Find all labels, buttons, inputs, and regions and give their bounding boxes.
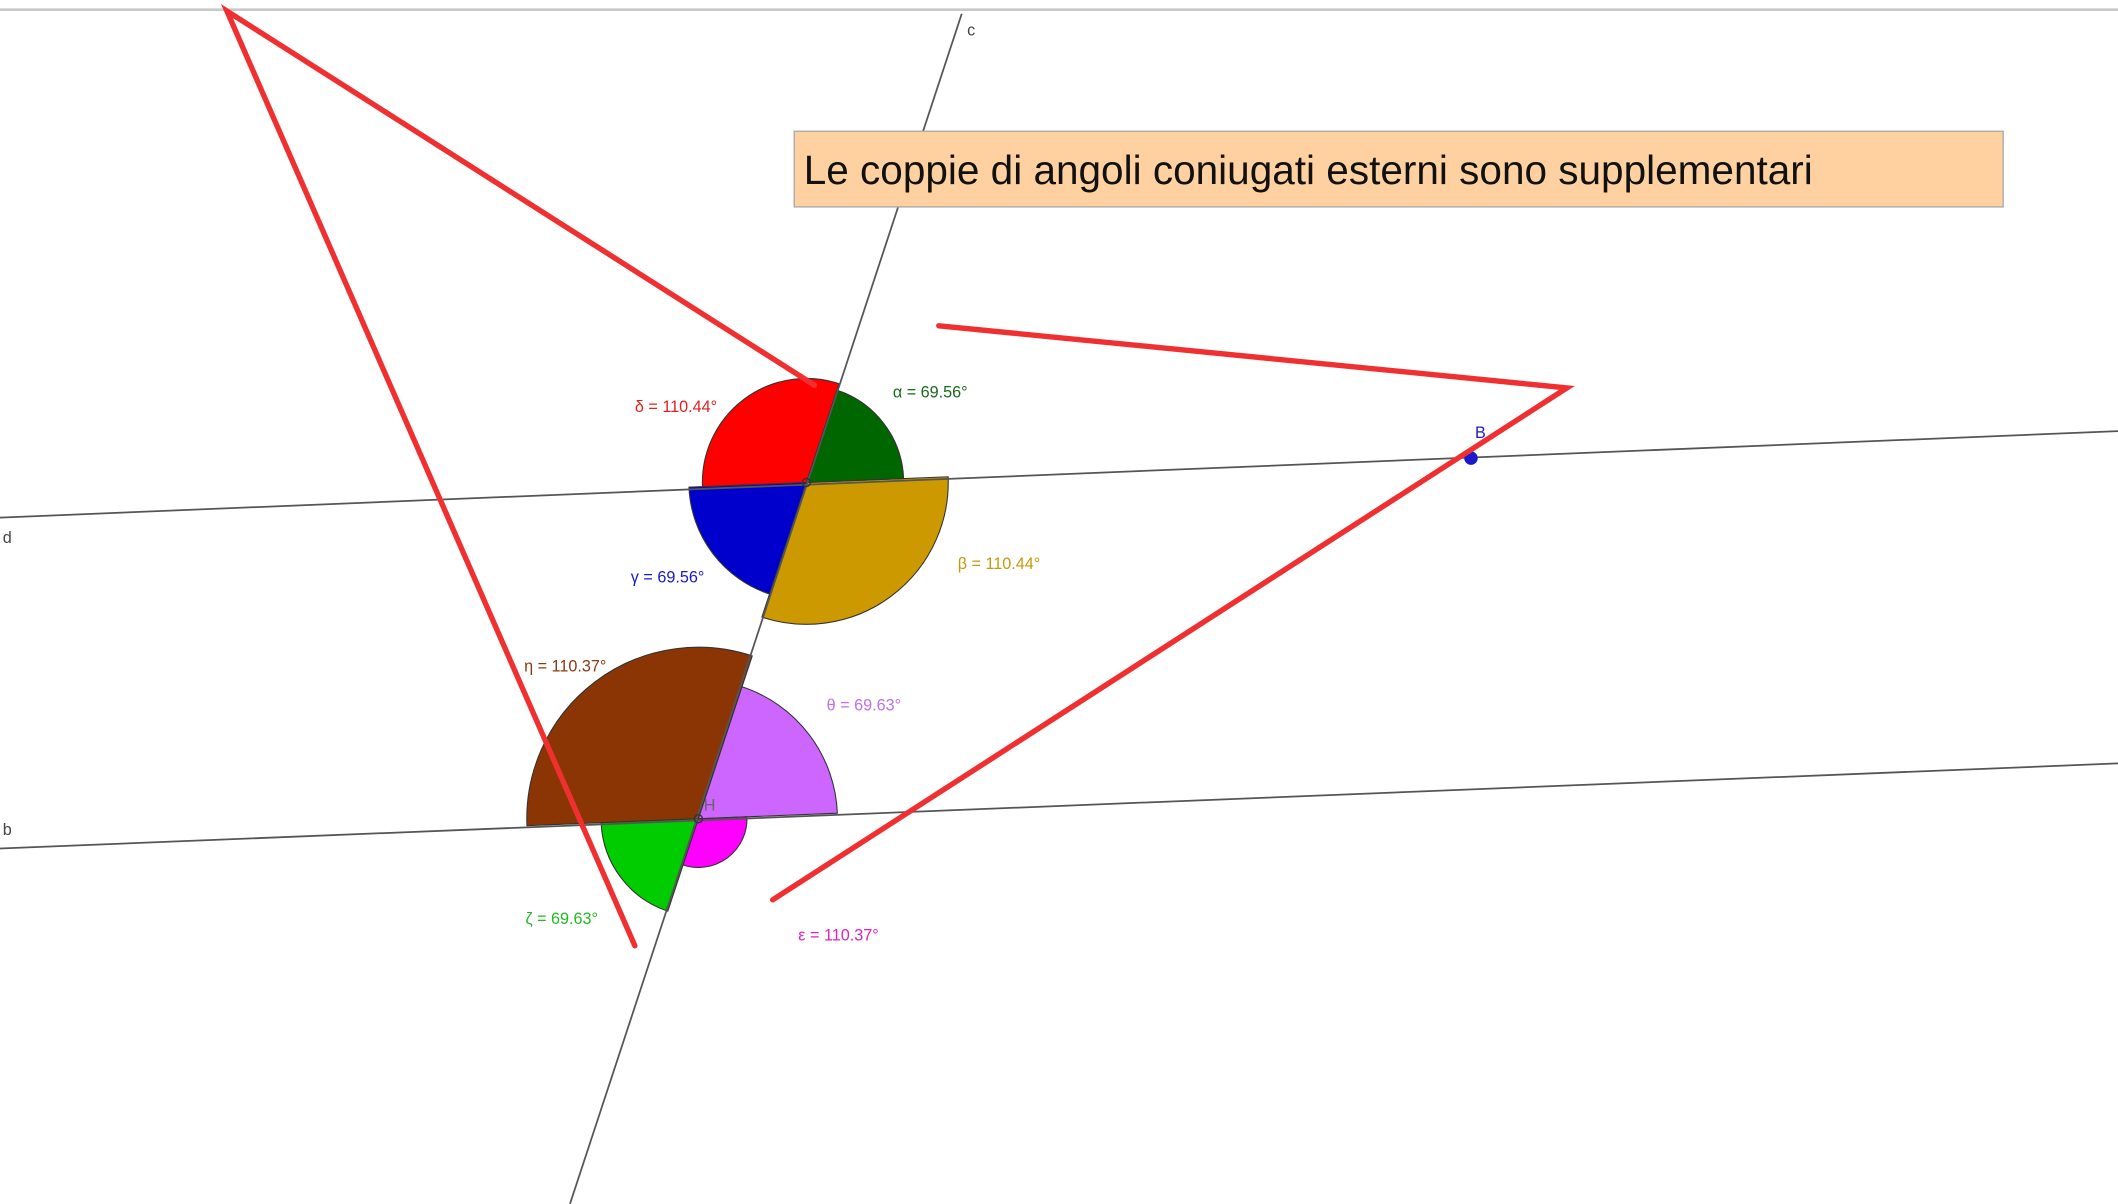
line-c [569, 13, 963, 1204]
sector-gamma [688, 481, 808, 595]
sector-theta [697, 686, 838, 820]
banner-box [793, 130, 2004, 208]
angle-label: ζ = 69.63° [525, 910, 598, 928]
annotation-stroke [769, 323, 1575, 903]
sector-epsilon [682, 816, 748, 868]
line-b [0, 762, 2118, 850]
line-label: d [3, 529, 12, 547]
sector-delta [701, 377, 840, 488]
point-label: B [1475, 424, 1486, 442]
angle-label: α = 69.56° [893, 383, 968, 401]
intersection-point [801, 477, 812, 488]
line-d [0, 430, 2118, 519]
angle-label: θ = 69.63° [827, 697, 901, 715]
annotation-stroke [220, 4, 818, 949]
sector-beta [761, 476, 949, 625]
angle-label: β = 110.44° [958, 555, 1041, 573]
point-h [693, 814, 704, 824]
red-annotations [220, 4, 1575, 949]
angle-sectors [526, 377, 949, 912]
angle-label: ε = 110.37° [798, 926, 878, 944]
banner-text: Le coppie di angoli coniugati esterni so… [804, 147, 1813, 193]
line-label: c [967, 21, 975, 39]
line-label: b [3, 821, 12, 839]
angle-label: δ = 110.44° [635, 398, 717, 416]
sector-eta [526, 646, 753, 827]
angle-label: η = 110.37° [524, 658, 606, 676]
angle-label: γ = 69.56° [631, 568, 705, 586]
point-label: H [704, 797, 716, 815]
